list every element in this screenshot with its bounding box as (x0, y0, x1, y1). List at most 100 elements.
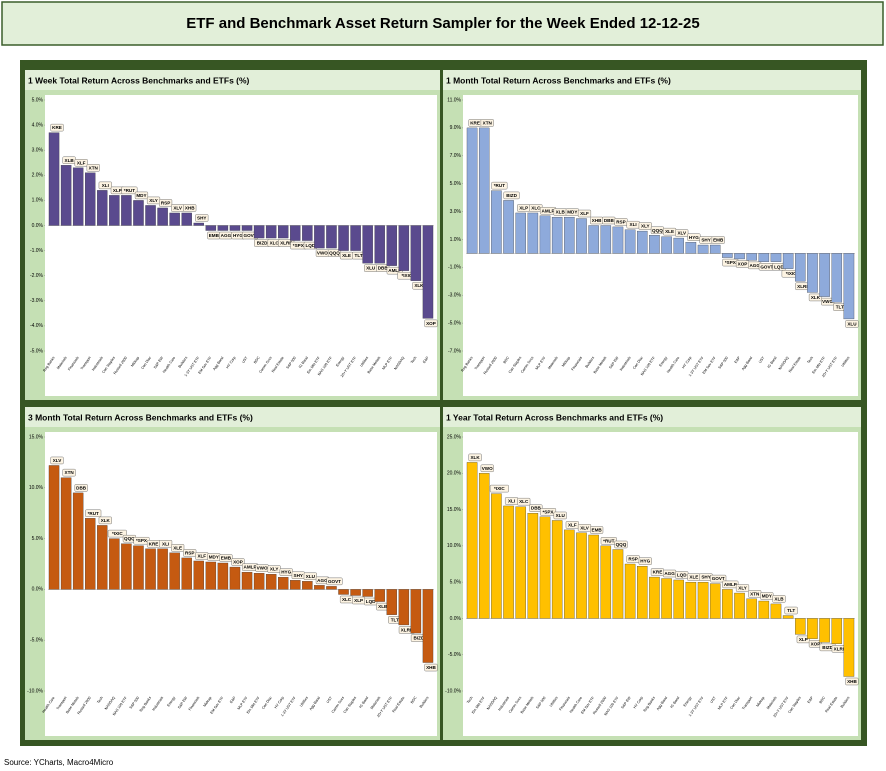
x-tick-label: S&P 500 (718, 356, 729, 370)
ticker-label: TLT (787, 608, 795, 613)
bar (362, 589, 373, 597)
ticker-label: XLI (508, 498, 515, 503)
ticker-box (796, 635, 810, 644)
ticker-label: VWO (482, 466, 493, 471)
ticker-box (577, 209, 592, 218)
x-tick-label: Energy (335, 356, 345, 368)
bar (60, 477, 72, 590)
x-tick-label: UST (241, 355, 249, 364)
bar (302, 581, 313, 590)
ticker-box (326, 577, 343, 586)
ticker-label: AGG (749, 263, 760, 268)
ticker-box (74, 159, 88, 167)
bar (217, 225, 229, 231)
ticker-box (159, 540, 173, 548)
bar (478, 127, 490, 254)
ticker-label: XLB (378, 604, 388, 609)
ticker-label: XLE (173, 545, 182, 550)
x-tick-label: Con Disc (261, 696, 273, 710)
y-tick-label: 0.0% (32, 223, 44, 229)
ticker-label: GOVT (760, 264, 773, 269)
bar (600, 225, 612, 254)
ticker-label: BIZD (257, 241, 268, 246)
bar (181, 212, 192, 226)
ticker-box (480, 464, 494, 472)
ticker-label: *RUT (124, 188, 135, 193)
ticker-label: XOP (426, 321, 436, 326)
x-tick-label: Con Disc (140, 356, 152, 370)
y-tick-label: -5.0% (448, 652, 462, 658)
bar (338, 225, 349, 251)
ticker-label: BIZD (822, 645, 833, 650)
x-tick-label: IG Bond (298, 356, 309, 369)
ticker-box (480, 119, 494, 127)
ticker-label: LQD (366, 599, 376, 604)
bar (60, 165, 72, 226)
bar (819, 618, 830, 643)
bar (229, 566, 241, 590)
y-tick-label: -5.0% (448, 320, 462, 326)
x-tick-label: UST (758, 355, 766, 364)
ticker-label: XLK (101, 518, 111, 523)
y-tick-label: -1.0% (30, 248, 44, 254)
ticker-box (675, 229, 689, 237)
x-tick-label: S&P 500 (286, 356, 297, 370)
x-tick-label: HY Corp (274, 696, 285, 710)
y-tick-label: 15.0% (29, 434, 44, 440)
y-tick-label: 3.0% (32, 148, 44, 154)
bar (229, 225, 241, 231)
bar (72, 167, 84, 226)
x-tick-label: Materials (547, 356, 559, 370)
ticker-label: AMLP (244, 565, 257, 570)
ticker-label: XLE (665, 229, 674, 234)
ticker-label: BIZD (506, 193, 517, 198)
x-tick-label: Midcap (756, 696, 766, 708)
bar (314, 585, 325, 590)
bar (145, 205, 156, 226)
ticker-label: *SPX (725, 260, 737, 265)
y-tick-label: 20.0% (447, 471, 462, 477)
ticker-label: QQQ (329, 251, 340, 256)
bar (746, 598, 757, 619)
ticker-label: *IXIC (112, 531, 123, 536)
ticker-box (772, 595, 786, 603)
bar (551, 520, 563, 619)
bar (819, 253, 830, 297)
bar (109, 195, 120, 226)
x-tick-label: Tech (96, 696, 104, 705)
bar (422, 589, 434, 663)
x-tick-label: BDC (253, 355, 261, 364)
ticker-label: XOP (811, 641, 821, 646)
ticker-box (50, 456, 64, 465)
bar (48, 465, 60, 590)
ticker-label: XTN (65, 470, 75, 475)
ticker-label: DBB (604, 218, 615, 223)
ticker-label: AGG (221, 233, 232, 238)
ticker-label: AMLP (542, 208, 555, 213)
bar (133, 545, 144, 590)
ticker-label: XLB (774, 596, 784, 601)
bar (386, 589, 397, 615)
ticker-label: QQQ (616, 542, 627, 547)
ticker-label: XLB (556, 210, 566, 215)
y-tick-label: -3.0% (448, 293, 462, 299)
ticker-label: GOVT (712, 576, 725, 581)
y-tick-label: 0.0% (32, 587, 44, 593)
ticker-label: AMLP (724, 582, 737, 587)
bar (564, 529, 575, 619)
ticker-label: BIZD (414, 636, 425, 641)
ticker-label: MDY (567, 210, 577, 215)
x-tick-label: S&P 500 (535, 696, 546, 710)
ticker-label: RSP (161, 200, 170, 205)
bar (782, 615, 794, 619)
bar (326, 225, 337, 249)
x-tick-label: IG Bond (358, 696, 369, 709)
title-strip (443, 70, 861, 90)
ticker-label: DBB (378, 266, 389, 271)
ticker-label: XLU (847, 321, 857, 326)
ticker-box (784, 606, 798, 615)
ticker-box (183, 204, 197, 212)
bar (133, 200, 144, 226)
x-tick-label: Builders (840, 696, 851, 709)
ticker-label: XLF (568, 522, 577, 527)
